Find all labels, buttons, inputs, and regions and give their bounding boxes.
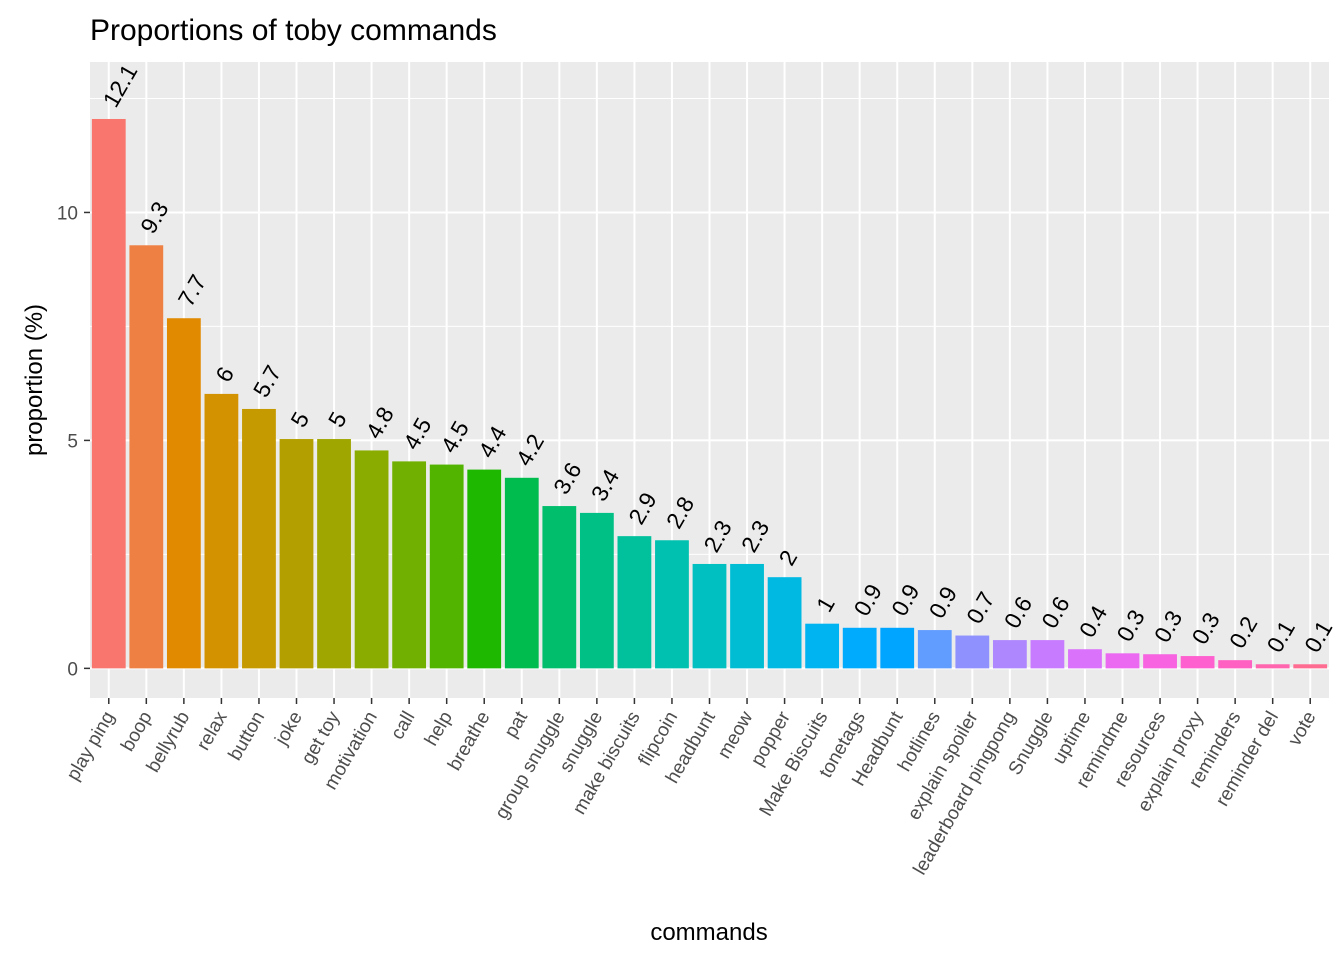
bar bbox=[955, 635, 990, 669]
bar bbox=[617, 536, 652, 669]
bar bbox=[166, 318, 201, 669]
bar bbox=[1293, 664, 1328, 669]
bar bbox=[1105, 653, 1140, 669]
bar bbox=[992, 640, 1027, 669]
bars bbox=[91, 118, 1328, 669]
bar bbox=[91, 118, 126, 669]
x-tick-label: call bbox=[387, 708, 419, 743]
bar bbox=[1030, 640, 1065, 669]
bar bbox=[204, 393, 239, 669]
x-tick-label: play ping bbox=[63, 708, 119, 784]
bar bbox=[129, 245, 164, 669]
bar bbox=[1068, 649, 1102, 669]
y-axis: 0 5 10 bbox=[57, 203, 90, 680]
x-axis-title: commands bbox=[650, 919, 767, 946]
bar bbox=[917, 630, 952, 669]
bar bbox=[1143, 654, 1177, 669]
y-tick-label: 0 bbox=[67, 659, 78, 680]
bar bbox=[730, 563, 764, 669]
x-tick-label: pat bbox=[501, 707, 533, 741]
y-tick-label: 5 bbox=[67, 431, 78, 452]
x-tick-label: vote bbox=[1284, 708, 1320, 750]
bar bbox=[842, 627, 877, 669]
bar bbox=[579, 512, 614, 669]
x-tick-label: boop bbox=[117, 708, 156, 755]
bar bbox=[1255, 664, 1290, 669]
x-tick-label: button bbox=[225, 708, 270, 764]
bar bbox=[504, 477, 539, 669]
y-tick-label: 10 bbox=[57, 203, 78, 224]
bar bbox=[767, 577, 802, 669]
bar bbox=[805, 623, 840, 669]
chart-title: Proportions of toby commands bbox=[90, 14, 497, 47]
bar bbox=[392, 461, 427, 669]
x-tick-label: relax bbox=[193, 708, 232, 755]
y-axis-title: proportion (%) bbox=[21, 304, 48, 456]
bar bbox=[1180, 656, 1215, 669]
bar bbox=[242, 408, 276, 669]
bar bbox=[467, 469, 502, 669]
x-tick-label: joke bbox=[271, 708, 307, 750]
bar bbox=[279, 439, 314, 669]
bar bbox=[655, 540, 689, 669]
bar bbox=[880, 627, 915, 669]
bar bbox=[542, 506, 577, 669]
bar bbox=[692, 563, 727, 669]
bar bbox=[354, 450, 389, 669]
x-tick-label: help bbox=[421, 708, 457, 750]
bar bbox=[1218, 660, 1253, 669]
bar bbox=[317, 439, 351, 669]
bar bbox=[429, 464, 464, 669]
